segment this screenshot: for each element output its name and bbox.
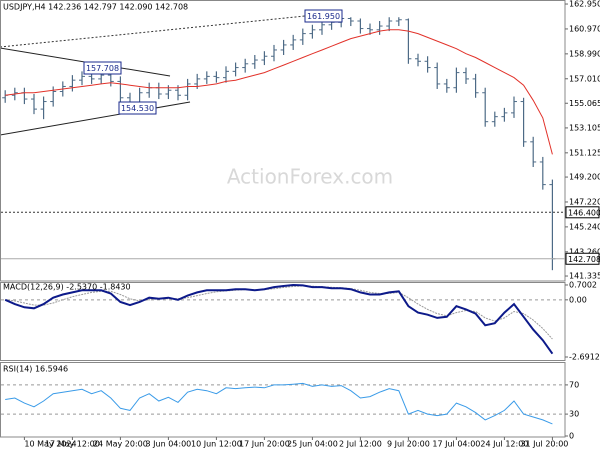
y-tick-label: 151.125	[569, 148, 600, 157]
x-tick-label: 17 Jun 20:00	[239, 440, 290, 449]
macd-title: MACD(12,26,9) -2.5370 -1.8430	[3, 283, 131, 292]
price-label: 142.708	[568, 255, 600, 264]
y-tick-label: -2.6912	[569, 352, 600, 361]
macd-panel-border	[0, 282, 566, 361]
chart-title: USDJPY,H4 142.236 142.797 142.090 142.70…	[3, 3, 188, 12]
x-tick-label: 17 Jul 04:00	[432, 440, 480, 449]
x-tick-label: 25 Jun 04:00	[287, 440, 338, 449]
channel-lower	[0, 101, 191, 136]
annotation-box	[83, 61, 122, 75]
y-tick-label: 149.200	[569, 173, 600, 182]
rsi-panel-border	[0, 362, 566, 438]
price-label-box	[565, 206, 600, 219]
y-tick-label: 153.105	[569, 123, 600, 132]
y-tick-label: 157.010	[569, 74, 600, 83]
x-tick-label: 24 May 20:00	[93, 440, 148, 449]
main-panel-border	[0, 0, 566, 282]
signal-line	[5, 285, 553, 340]
annotation-box	[304, 9, 343, 23]
y-tick-label: 141.335	[569, 272, 600, 281]
y-tick-label: 0	[569, 432, 574, 441]
price-label-box	[565, 252, 600, 265]
annotation: 154.530	[121, 104, 154, 113]
moving-average	[5, 29, 553, 155]
rsi-line	[5, 382, 553, 425]
x-tick-label: 2 Jul 12:00	[339, 440, 382, 449]
y-tick-label: 162.950	[569, 0, 600, 9]
x-tick-label: 3 Jun 04:00	[146, 440, 192, 449]
x-tick-label: 24 Jul 12:00	[480, 440, 528, 449]
y-tick-label: 0.00	[569, 295, 587, 304]
x-tick-label: 17 May 12:00	[45, 440, 100, 449]
y-tick-label: 147.220	[569, 197, 600, 206]
trend-line	[0, 15, 306, 48]
y-tick-label: 155.065	[569, 99, 600, 108]
annotation-box	[118, 101, 157, 115]
x-tick-label: 9 Jul 20:00	[387, 440, 430, 449]
x-tick-label: 10 May 2024	[24, 440, 76, 449]
annotation: 157.708	[86, 64, 119, 73]
watermark: ActionForex.com	[227, 165, 393, 189]
y-tick-label: 160.970	[569, 24, 600, 33]
x-tick-label: 31 Jul 20:00	[520, 440, 568, 449]
price-label: 146.400	[568, 208, 600, 217]
y-tick-label: 0.7002	[569, 280, 597, 289]
y-tick-label: 158.990	[569, 49, 600, 58]
annotation: 161.950	[307, 12, 340, 21]
macd-line	[4, 283, 554, 355]
rsi-title: RSI(14) 16.5946	[3, 365, 68, 374]
y-tick-label: 143.260	[569, 247, 600, 256]
plot-area	[1, 16, 565, 425]
y-tick-label: 70	[569, 380, 579, 389]
y-tick-label: 30	[569, 410, 579, 419]
x-tick-label: 10 Jun 12:00	[191, 440, 242, 449]
y-tick-label: 145.240	[569, 222, 600, 231]
